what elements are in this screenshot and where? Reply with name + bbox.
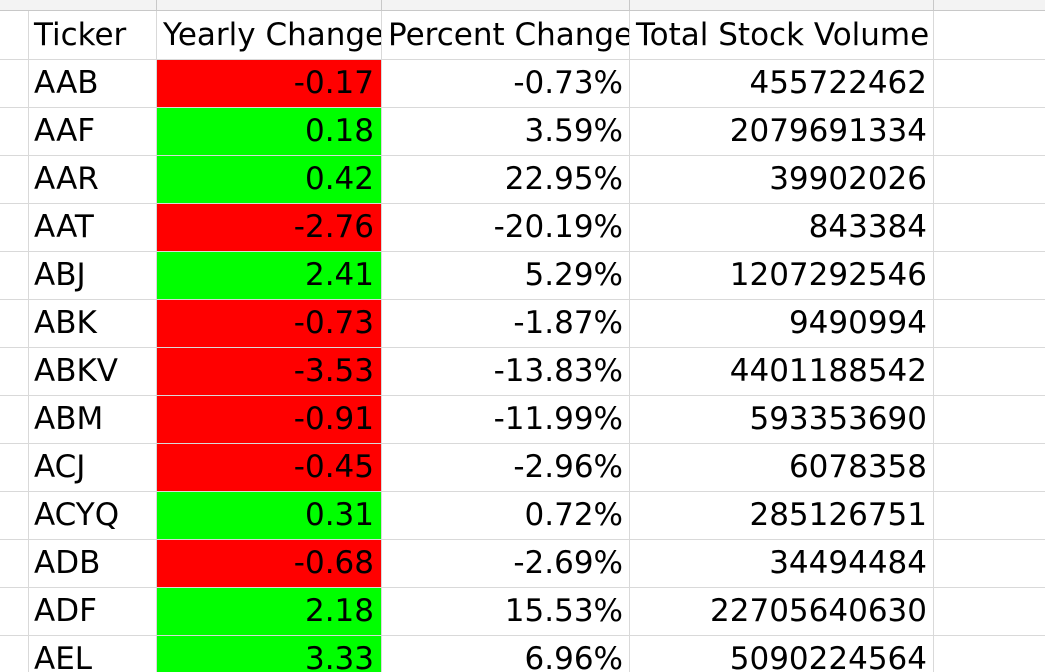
gridline-horizontal <box>0 635 1045 636</box>
yearly-change-cell[interactable]: -0.91 <box>157 396 381 443</box>
header-ticker[interactable]: Ticker <box>34 17 127 53</box>
table-row: AAB -0.17 -0.73% 455722462 <box>0 60 1045 108</box>
percent-change-cell[interactable]: 3.59% <box>524 113 623 149</box>
column-header-strip[interactable] <box>0 0 1045 11</box>
yearly-change-cell[interactable]: -0.68 <box>157 540 381 587</box>
percent-change-cell[interactable]: -13.83% <box>493 353 623 389</box>
table-row: ABKV -3.53 -13.83% 4401188542 <box>0 348 1045 396</box>
gridline-horizontal <box>0 347 1045 348</box>
yearly-change-cell[interactable]: -2.76 <box>157 204 381 251</box>
total-stock-volume-cell[interactable]: 34494484 <box>769 545 927 581</box>
gridline-horizontal <box>0 395 1045 396</box>
percent-change-cell[interactable]: -1.87% <box>513 305 623 341</box>
percent-change-cell[interactable]: -20.19% <box>493 209 623 245</box>
gridline-horizontal <box>0 155 1045 156</box>
percent-change-cell[interactable]: 0.72% <box>524 497 623 533</box>
total-stock-volume-cell[interactable]: 5090224564 <box>729 641 927 672</box>
percent-change-cell[interactable]: -11.99% <box>493 401 623 437</box>
column-divider[interactable] <box>629 0 630 11</box>
percent-change-cell[interactable]: -2.69% <box>513 545 623 581</box>
header-row: Ticker Yearly Change Percent Change Tota… <box>0 12 1045 60</box>
yearly-change-cell[interactable]: 3.33 <box>157 636 381 672</box>
percent-change-cell[interactable]: -0.73% <box>513 65 623 101</box>
gridline-horizontal <box>0 59 1045 60</box>
ticker-cell[interactable]: AAT <box>34 209 94 245</box>
gridline-horizontal <box>0 587 1045 588</box>
gridline-vertical <box>28 11 29 672</box>
ticker-cell[interactable]: AAF <box>34 113 96 149</box>
gridline-horizontal <box>0 491 1045 492</box>
column-divider[interactable] <box>156 0 157 11</box>
gridline-vertical <box>381 11 382 672</box>
yearly-change-cell[interactable]: 0.18 <box>157 108 381 155</box>
total-stock-volume-cell[interactable]: 4401188542 <box>729 353 927 389</box>
ticker-cell[interactable]: ADF <box>34 593 97 629</box>
gridline-horizontal <box>0 203 1045 204</box>
ticker-cell[interactable]: ABM <box>34 401 104 437</box>
percent-change-cell[interactable]: 22.95% <box>504 161 623 197</box>
gridline-vertical <box>156 11 157 672</box>
yearly-change-cell[interactable]: 2.41 <box>157 252 381 299</box>
table-row: ABM -0.91 -11.99% 593353690 <box>0 396 1045 444</box>
gridline-vertical <box>629 11 630 672</box>
total-stock-volume-cell[interactable]: 9490994 <box>788 305 927 341</box>
yearly-change-cell[interactable]: 0.31 <box>157 492 381 539</box>
column-divider[interactable] <box>381 0 382 11</box>
ticker-cell[interactable]: ABK <box>34 305 97 341</box>
total-stock-volume-cell[interactable]: 39902026 <box>769 161 927 197</box>
ticker-cell[interactable]: ACYQ <box>34 497 120 533</box>
ticker-cell[interactable]: ACJ <box>34 449 86 485</box>
yearly-change-cell[interactable]: -0.73 <box>157 300 381 347</box>
total-stock-volume-cell[interactable]: 2079691334 <box>729 113 927 149</box>
gridline-horizontal <box>0 539 1045 540</box>
gridline-horizontal <box>0 251 1045 252</box>
table-row: ABK -0.73 -1.87% 9490994 <box>0 300 1045 348</box>
percent-change-cell[interactable]: 15.53% <box>504 593 623 629</box>
total-stock-volume-cell[interactable]: 285126751 <box>749 497 927 533</box>
table-row: ABJ 2.41 5.29% 1207292546 <box>0 252 1045 300</box>
total-stock-volume-cell[interactable]: 455722462 <box>749 65 927 101</box>
ticker-cell[interactable]: AEL <box>34 641 93 672</box>
table-row: ADF 2.18 15.53% 22705640630 <box>0 588 1045 636</box>
total-stock-volume-cell[interactable]: 843384 <box>808 209 927 245</box>
table-row: ADB -0.68 -2.69% 34494484 <box>0 540 1045 588</box>
table-row: AAF 0.18 3.59% 2079691334 <box>0 108 1045 156</box>
yearly-change-cell[interactable]: -0.17 <box>157 60 381 107</box>
ticker-cell[interactable]: ABJ <box>34 257 86 293</box>
total-stock-volume-cell[interactable]: 22705640630 <box>710 593 927 629</box>
ticker-cell[interactable]: AAR <box>34 161 99 197</box>
table-row: ACYQ 0.31 0.72% 285126751 <box>0 492 1045 540</box>
table-row: ACJ -0.45 -2.96% 6078358 <box>0 444 1045 492</box>
gridline-horizontal <box>0 443 1045 444</box>
gridline-horizontal <box>0 299 1045 300</box>
total-stock-volume-cell[interactable]: 6078358 <box>788 449 927 485</box>
total-stock-volume-cell[interactable]: 1207292546 <box>729 257 927 293</box>
ticker-cell[interactable]: ABKV <box>34 353 119 389</box>
table-row: AAR 0.42 22.95% 39902026 <box>0 156 1045 204</box>
header-yearly-change[interactable]: Yearly Change <box>163 17 381 53</box>
ticker-cell[interactable]: AAB <box>34 65 99 101</box>
table-row: AEL 3.33 6.96% 5090224564 <box>0 636 1045 672</box>
table-row: AAT -2.76 -20.19% 843384 <box>0 204 1045 252</box>
header-percent-change[interactable]: Percent Change <box>388 17 629 53</box>
yearly-change-cell[interactable]: 0.42 <box>157 156 381 203</box>
gridline-vertical <box>933 11 934 672</box>
percent-change-cell[interactable]: 5.29% <box>524 257 623 293</box>
total-stock-volume-cell[interactable]: 593353690 <box>749 401 927 437</box>
header-total-stock-volume[interactable]: Total Stock Volume <box>636 17 930 53</box>
column-divider[interactable] <box>933 0 934 11</box>
ticker-cell[interactable]: ADB <box>34 545 101 581</box>
yearly-change-cell[interactable]: -3.53 <box>157 348 381 395</box>
gridline-horizontal <box>0 107 1045 108</box>
percent-change-cell[interactable]: -2.96% <box>513 449 623 485</box>
percent-change-cell[interactable]: 6.96% <box>524 641 623 672</box>
yearly-change-cell[interactable]: -0.45 <box>157 444 381 491</box>
yearly-change-cell[interactable]: 2.18 <box>157 588 381 635</box>
